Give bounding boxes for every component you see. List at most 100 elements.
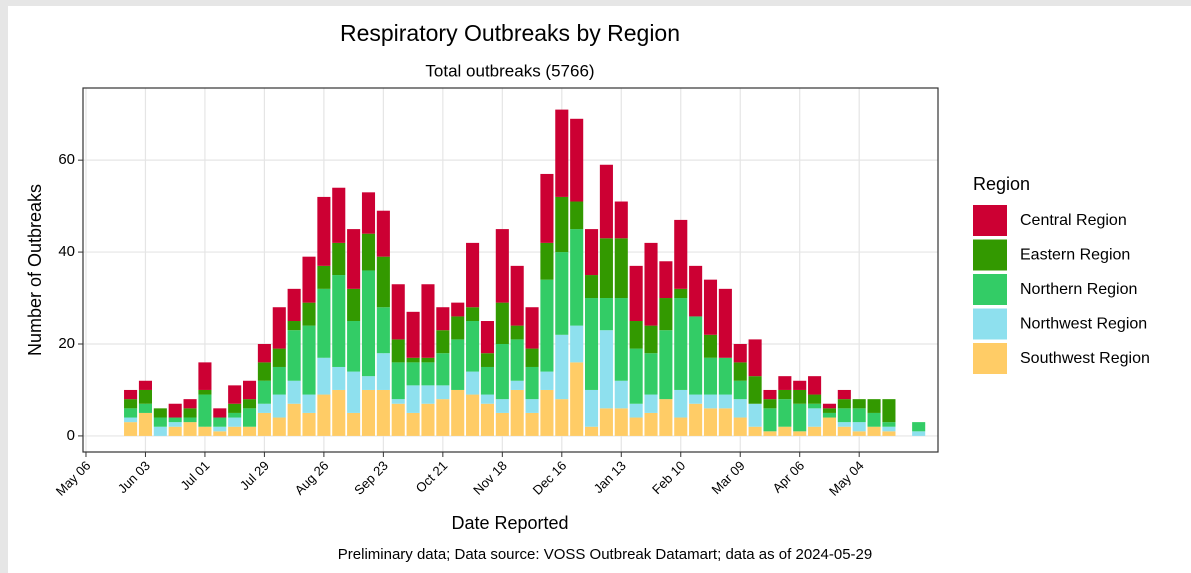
y-axis-label: Number of Outbreaks bbox=[25, 184, 45, 356]
bar-segment bbox=[391, 362, 405, 400]
bar-segment bbox=[822, 408, 836, 413]
bar-segment bbox=[406, 362, 420, 386]
bar-segment bbox=[124, 399, 138, 409]
bar-segment bbox=[555, 196, 569, 253]
bar-segment bbox=[748, 426, 762, 436]
legend-swatch bbox=[973, 205, 1007, 236]
bar-segment bbox=[674, 417, 688, 436]
bar-segment bbox=[361, 192, 376, 234]
bar-segment bbox=[302, 325, 316, 395]
bar-segment bbox=[912, 422, 926, 432]
bar-segment bbox=[406, 311, 420, 358]
bar-segment bbox=[644, 353, 658, 395]
bar-segment bbox=[168, 422, 182, 427]
bar-segment bbox=[436, 385, 450, 400]
bar-segment bbox=[808, 426, 822, 436]
bar-segment bbox=[867, 399, 881, 413]
y-tick-label: 60 bbox=[58, 151, 75, 168]
bar-segment bbox=[287, 321, 301, 331]
bar-segment bbox=[718, 357, 732, 395]
bar-segment bbox=[599, 298, 613, 331]
bar-segment bbox=[361, 233, 376, 271]
bar-segment bbox=[629, 403, 643, 418]
legend-label: Southwest Region bbox=[1020, 350, 1150, 367]
bar-segment bbox=[451, 302, 465, 317]
bar-segment bbox=[718, 408, 732, 436]
bar-segment bbox=[124, 417, 138, 423]
bar-segment bbox=[391, 339, 405, 363]
bar-segment bbox=[242, 426, 257, 436]
bar-segment bbox=[317, 196, 331, 266]
bar-segment bbox=[510, 380, 524, 390]
bar-segment bbox=[213, 408, 227, 418]
bar-segment bbox=[138, 389, 152, 404]
bar-segment bbox=[510, 339, 524, 381]
bar-segment bbox=[674, 298, 688, 390]
bar-segment bbox=[733, 362, 747, 381]
bar-segment bbox=[495, 229, 509, 303]
bar-segment bbox=[540, 279, 554, 372]
bar-segment bbox=[332, 187, 346, 243]
bar-segment bbox=[421, 403, 435, 436]
bar-segment bbox=[302, 394, 316, 413]
bar-segment bbox=[257, 343, 271, 363]
bar-segment bbox=[257, 403, 271, 413]
bar-segment bbox=[793, 403, 807, 432]
bar-segment bbox=[614, 238, 628, 299]
bar-segment bbox=[808, 403, 822, 409]
bar-segment bbox=[555, 252, 569, 335]
bar-segment bbox=[718, 288, 732, 358]
bar-segment bbox=[703, 279, 718, 335]
bar-segment bbox=[718, 394, 732, 409]
legend-swatch bbox=[973, 343, 1007, 374]
bar-segment bbox=[421, 385, 435, 404]
bar-segment bbox=[614, 201, 628, 239]
bar-segment bbox=[421, 284, 435, 358]
bar-segment bbox=[674, 219, 688, 289]
bar-segment bbox=[406, 357, 420, 363]
bar-segment bbox=[808, 394, 822, 404]
bar-segment bbox=[822, 403, 836, 409]
bar-segment bbox=[347, 321, 361, 372]
bar-segment bbox=[912, 431, 926, 436]
bar-segment bbox=[867, 412, 881, 427]
bar-segment bbox=[332, 275, 346, 367]
bar-segment bbox=[584, 298, 599, 390]
bar-segment bbox=[599, 238, 613, 299]
bar-segment bbox=[629, 321, 643, 349]
bar-segment bbox=[436, 399, 450, 436]
bar-segment bbox=[882, 431, 896, 436]
bar-segment bbox=[540, 242, 554, 280]
bar-segment bbox=[778, 389, 792, 400]
bar-segment bbox=[153, 426, 167, 436]
bar-segment bbox=[466, 321, 480, 372]
bar-segment bbox=[257, 412, 271, 436]
legend-swatch bbox=[973, 239, 1007, 271]
bar-segment bbox=[317, 357, 331, 395]
bar-segment bbox=[153, 408, 167, 418]
bar-segment bbox=[837, 389, 851, 400]
bar-segment bbox=[703, 408, 718, 436]
legend-swatch bbox=[973, 274, 1007, 305]
bar-segment bbox=[614, 298, 628, 381]
bar-segment bbox=[525, 399, 539, 413]
bar-segment bbox=[599, 164, 613, 239]
bar-segment bbox=[480, 403, 494, 436]
bar-segment bbox=[659, 298, 673, 331]
bar-segment bbox=[674, 288, 688, 299]
bar-segment bbox=[570, 362, 584, 436]
bar-segment bbox=[302, 256, 316, 303]
bar-segment bbox=[168, 403, 182, 418]
bar-segment bbox=[882, 399, 896, 423]
bar-segment bbox=[733, 417, 747, 436]
bar-segment bbox=[287, 330, 301, 381]
bar-segment bbox=[763, 408, 777, 432]
bar-segment bbox=[153, 417, 167, 427]
bar-segment bbox=[689, 394, 703, 404]
bar-segment bbox=[584, 275, 599, 299]
bar-segment bbox=[332, 389, 346, 436]
frame-top bbox=[0, 0, 1191, 6]
bar-segment bbox=[198, 426, 212, 436]
bar-segment bbox=[228, 412, 242, 418]
bar-segment bbox=[213, 426, 227, 432]
